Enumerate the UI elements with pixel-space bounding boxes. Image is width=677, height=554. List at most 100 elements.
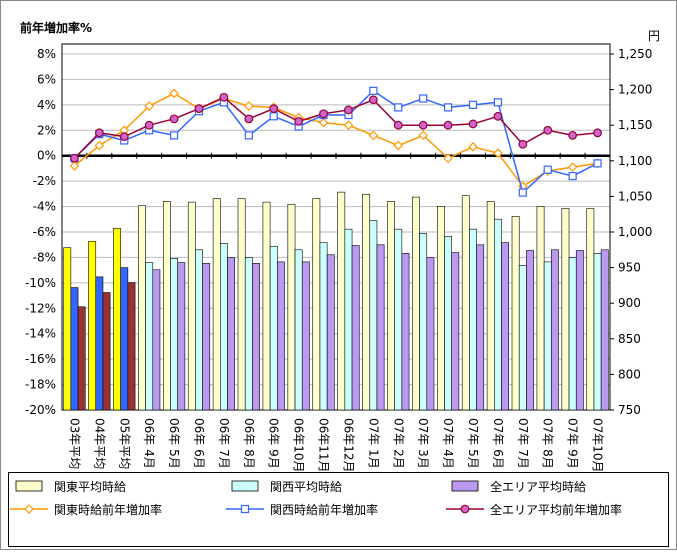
marker (169, 131, 179, 140)
marker (418, 130, 429, 141)
bar (127, 282, 136, 411)
x-tick-label: 07年 1月 (366, 418, 380, 469)
legend-swatch (15, 480, 43, 492)
bar (575, 250, 584, 411)
bar (387, 201, 395, 411)
bar (568, 257, 577, 411)
y-tick-label: -2% (33, 174, 56, 188)
marker (144, 101, 155, 111)
bar (138, 205, 146, 411)
plot-border (61, 43, 611, 411)
y2-tick-label: 950 (618, 261, 641, 275)
legend-label: 全エリア平均時給 (490, 479, 586, 494)
bar (312, 198, 321, 411)
x-tick-label: 07年10月 (591, 418, 605, 473)
line (73, 89, 598, 194)
x-tick-label: 07年 6月 (491, 418, 505, 469)
bar (77, 306, 86, 411)
marker (418, 120, 428, 130)
marker (493, 148, 503, 159)
bar (494, 218, 502, 411)
marker (94, 140, 105, 151)
y2-tick-label: 1,000 (618, 225, 652, 239)
marker (269, 104, 279, 114)
bar (244, 257, 253, 411)
y2-tick-label: 800 (618, 367, 641, 381)
y-tick-label: -6% (33, 225, 56, 239)
marker (244, 131, 253, 140)
marker (169, 114, 179, 124)
bar (152, 269, 161, 411)
chart-title: 前年増加率% (20, 20, 92, 35)
bar (287, 203, 296, 411)
y2-title: 円 (648, 29, 660, 43)
marker (518, 188, 527, 197)
marker (593, 128, 602, 138)
marker (567, 162, 578, 173)
bar (401, 253, 410, 411)
bar (277, 261, 285, 411)
legend-swatch (451, 480, 479, 492)
marker (518, 139, 528, 149)
y2-tick-label: 1,150 (618, 118, 652, 132)
x-tick-label: 06年12月 (341, 418, 355, 473)
marker (368, 95, 378, 105)
bar (486, 201, 495, 411)
x-tick-label: 06年 7月 (217, 418, 231, 469)
marker (468, 141, 478, 152)
legend-label: 関東平均時給 (54, 480, 126, 494)
marker (393, 120, 403, 130)
y-tick-label: 2% (37, 123, 56, 137)
bar (63, 247, 72, 411)
marker (70, 153, 79, 163)
y-tick-label: 8% (37, 47, 56, 61)
bar (593, 253, 602, 411)
marker (468, 119, 478, 129)
y2-tick-label: 750 (618, 403, 641, 417)
bar (419, 233, 428, 411)
y2-tick-label: 1,050 (618, 189, 652, 203)
bar (344, 228, 353, 411)
x-tick-label: 06年 6月 (192, 418, 206, 469)
bar (362, 193, 371, 411)
bar (70, 287, 79, 411)
bar (543, 261, 552, 411)
bar (369, 220, 378, 411)
marker (144, 120, 154, 130)
marker (319, 109, 328, 119)
y-tick-label: -18% (25, 378, 56, 392)
bar (252, 263, 260, 411)
y2-tick-label: 1,100 (618, 154, 652, 168)
bar (113, 228, 121, 411)
marker (94, 128, 104, 138)
marker (194, 104, 204, 114)
bar (301, 261, 310, 411)
x-tick-label: 04年平均 (92, 418, 106, 469)
bar (412, 196, 420, 411)
y-tick-label: 4% (37, 98, 56, 112)
marker (593, 159, 602, 168)
marker (318, 117, 329, 128)
marker (344, 105, 353, 115)
bar (551, 249, 559, 411)
y-tick-label: -10% (25, 276, 56, 290)
line (73, 96, 598, 159)
x-tick-label: 07年 2月 (391, 418, 405, 469)
marker (393, 140, 404, 151)
bar (394, 228, 403, 411)
x-tick-label: 07年 5月 (466, 418, 480, 469)
bar (586, 208, 595, 411)
marker (240, 504, 250, 514)
bar (337, 191, 346, 411)
bar (436, 206, 445, 411)
legend-label: 関東時給前年増加率 (54, 502, 162, 517)
line (73, 92, 598, 188)
bar (526, 250, 534, 411)
y-tick-label: -8% (33, 250, 56, 264)
marker (394, 103, 403, 112)
bar (376, 244, 385, 411)
x-tick-label: 06年10月 (292, 418, 306, 473)
marker (493, 111, 503, 121)
bar (162, 201, 171, 411)
